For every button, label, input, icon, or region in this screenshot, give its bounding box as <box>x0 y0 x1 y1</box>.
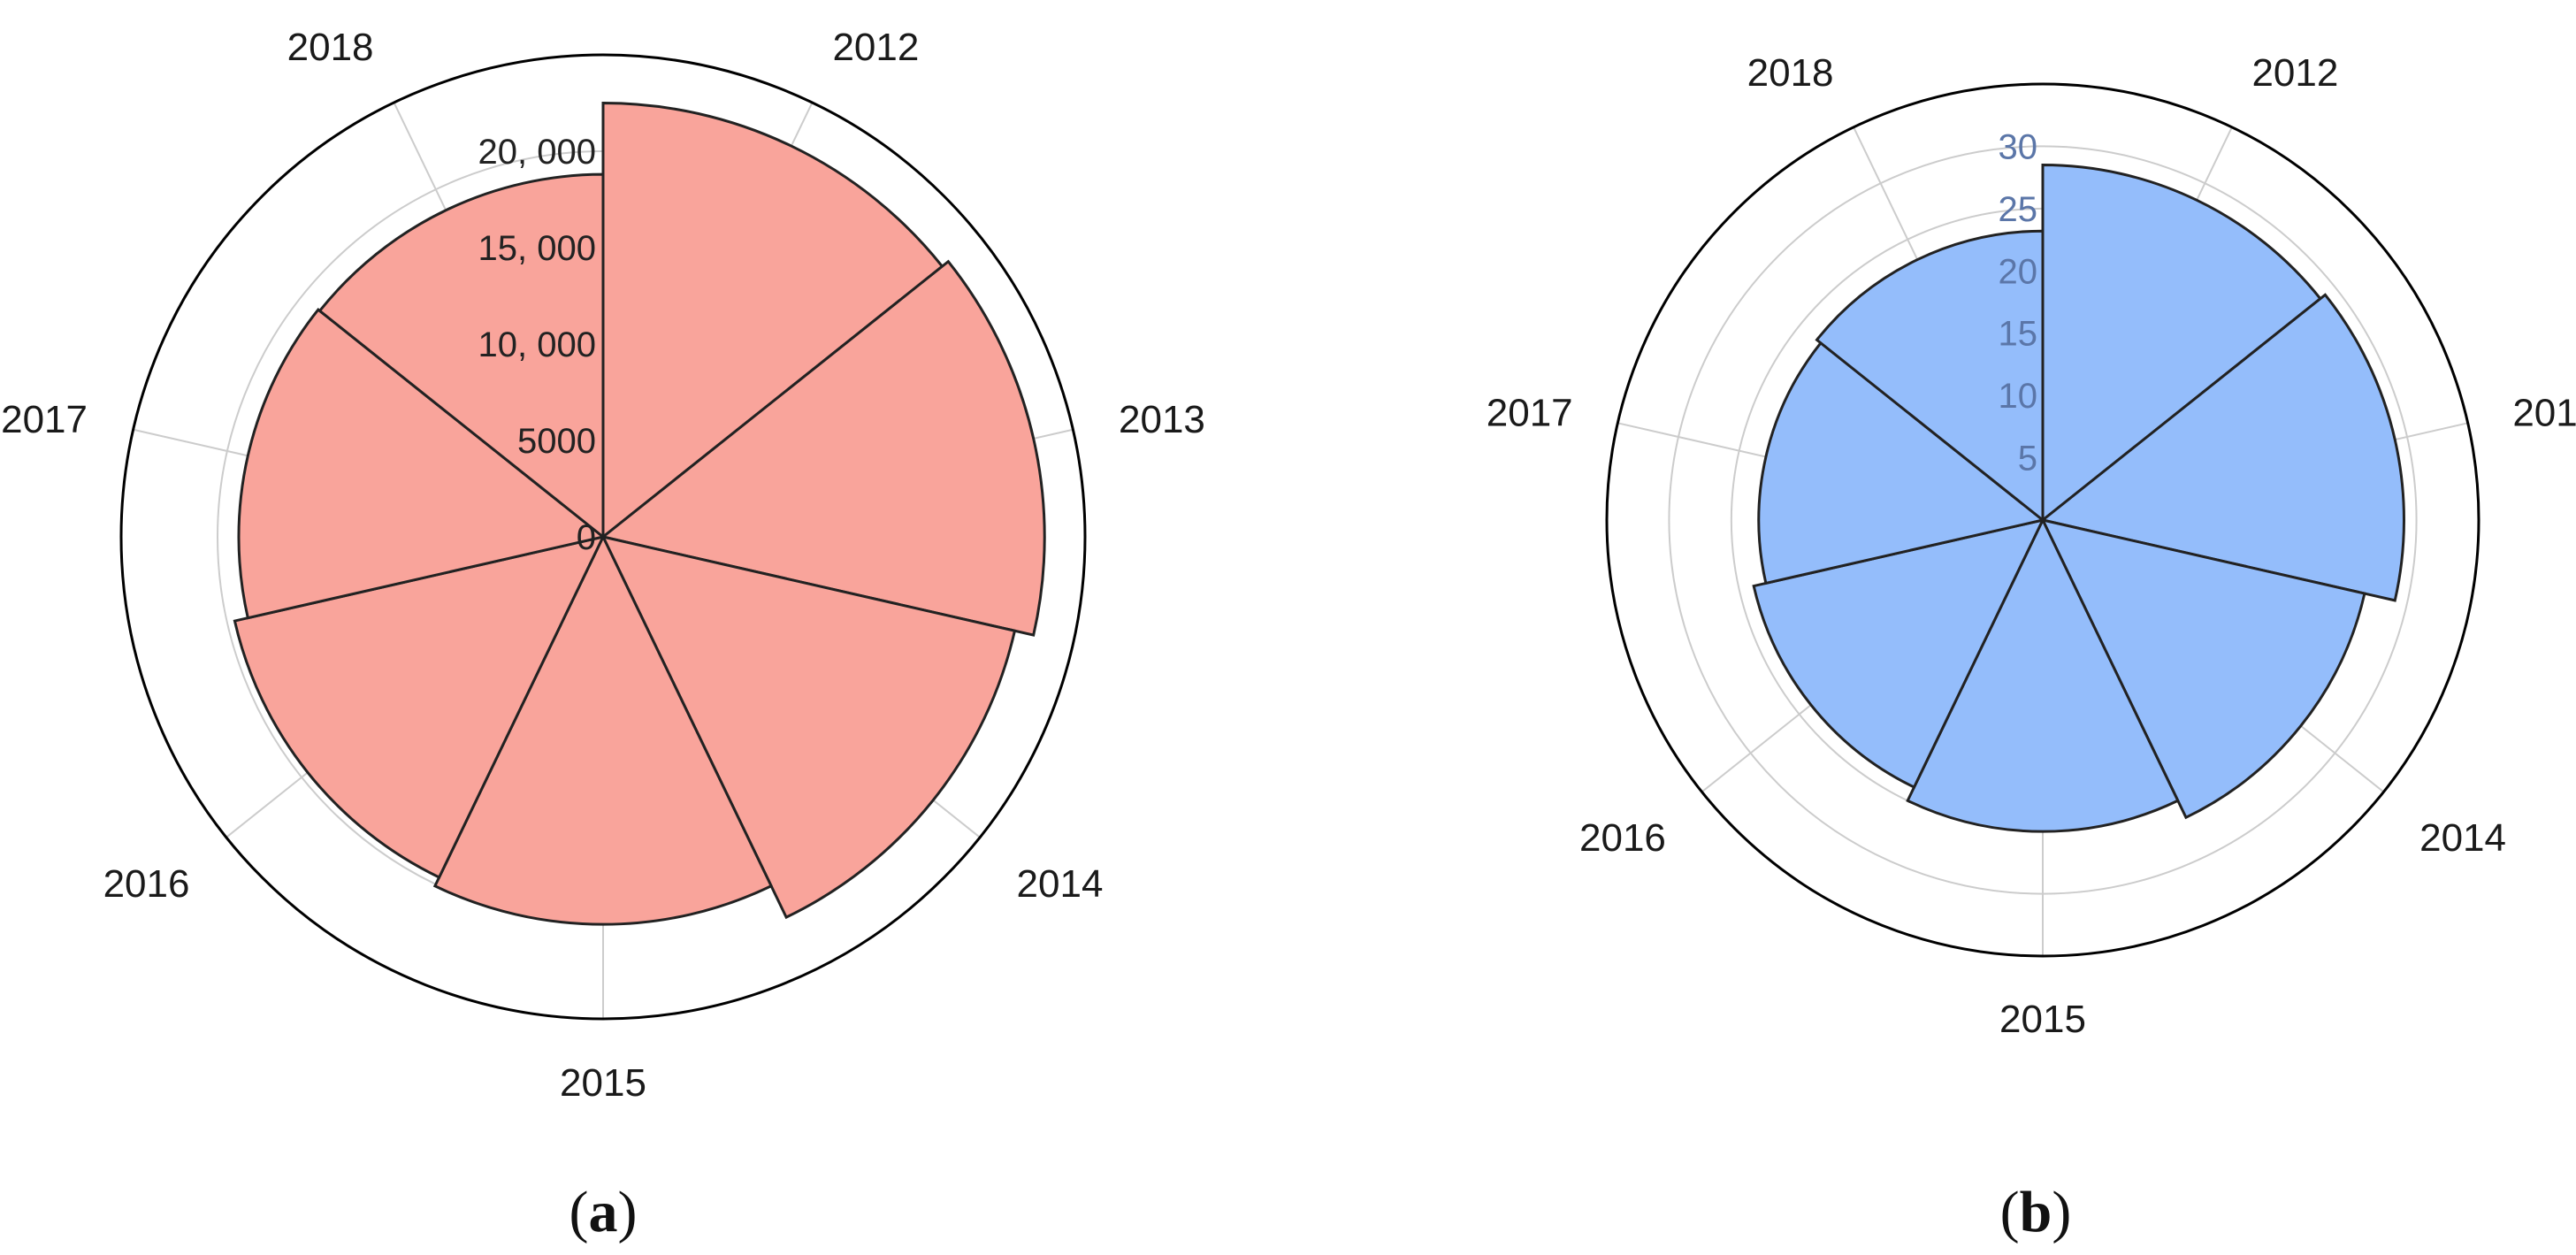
bars-b <box>1752 164 2405 833</box>
bars-a <box>233 101 1046 926</box>
bar-2012-b <box>2041 164 2322 524</box>
radial-tick-label: 0 <box>577 518 596 557</box>
bar-2015-a <box>432 533 774 926</box>
radial-tick-label: 15 <box>1999 315 2038 354</box>
bar-2012-a <box>601 101 944 540</box>
radial-tick-label: 15, 000 <box>478 229 596 268</box>
radial-tick-label: 20 <box>1999 252 2038 291</box>
radial-tick-label: 10 <box>1999 377 2038 416</box>
bar-2017-a <box>237 308 607 620</box>
category-label-2016: 2016 <box>1579 816 1666 860</box>
category-label-2015: 2015 <box>1999 998 2086 1041</box>
radial-tick-label: 10, 000 <box>478 325 596 364</box>
bar-2017-b <box>1757 341 2046 585</box>
radial-ticks-a: 0 5000 10, 000 15, 000 20, 000 <box>478 133 596 557</box>
category-label-2018: 2018 <box>287 26 374 69</box>
category-label-2018: 2018 <box>1747 51 1834 95</box>
category-label-2012: 2012 <box>832 26 919 69</box>
radial-tick-label: 30 <box>1999 127 2038 166</box>
category-label-2015: 2015 <box>560 1061 646 1105</box>
bar-2014-a <box>600 534 1017 920</box>
bar-2015-b <box>1906 517 2180 833</box>
polar-frame-b <box>1605 82 2480 958</box>
category-labels-a: 2012 2013 2014 2015 2016 2017 2018 <box>1 26 1205 1105</box>
radial-tick-label: 20, 000 <box>478 133 596 172</box>
category-label-2013: 2013 <box>2512 392 2576 435</box>
category-label-2017: 2017 <box>1 398 88 441</box>
radial-tick-label: 5000 <box>517 422 596 461</box>
bar-2013-a <box>600 259 1046 637</box>
category-label-2016: 2016 <box>103 862 190 906</box>
polar-chart-b: 5 10 15 20 25 30 2012 2013 2014 2015 2016 2017 2018 <box>1487 51 2576 1041</box>
bar-2016-b <box>1752 517 2045 790</box>
panel-label-a: (a) <box>569 1180 638 1244</box>
bar-2018-a <box>317 172 605 540</box>
category-label-2013: 2013 <box>1119 398 1205 441</box>
radial-tick-label: 5 <box>2018 440 2037 478</box>
bar-2013-b <box>2039 293 2405 602</box>
category-label-2014: 2014 <box>1017 862 1104 906</box>
category-label-2012: 2012 <box>2251 51 2338 95</box>
bar-2014-b <box>2040 517 2366 820</box>
radial-tick-label: 25 <box>1999 190 2038 229</box>
category-label-2017: 2017 <box>1487 392 1573 435</box>
polar-frame-a <box>119 53 1087 1021</box>
bar-2016-a <box>233 534 606 879</box>
bar-2018-b <box>1815 229 2045 524</box>
radial-ticks-b: 5 10 15 20 25 30 <box>1999 127 2038 478</box>
panel-label-b: (b) <box>2000 1180 2072 1244</box>
category-label-2014: 2014 <box>2419 816 2506 860</box>
